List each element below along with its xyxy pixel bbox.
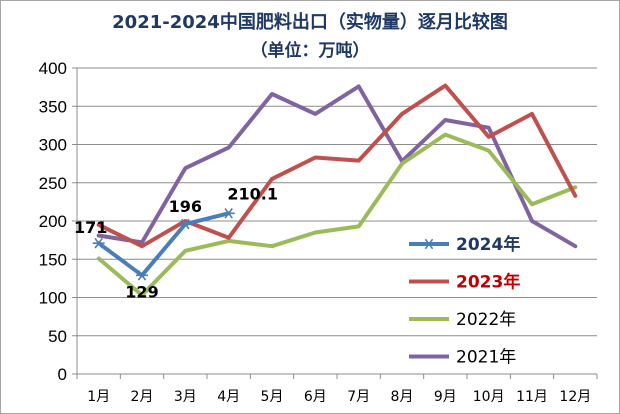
series-line-2023年 bbox=[96, 83, 578, 249]
x-tick-label-8: 8月 bbox=[391, 389, 414, 405]
y-tick-label-300: 300 bbox=[39, 136, 67, 155]
x-tick-label-12: 12月 bbox=[559, 389, 591, 405]
data-point-2024年-1月 bbox=[92, 237, 105, 249]
data-label-2024年-2月: 129 bbox=[125, 282, 158, 301]
legend-marker-stroke-2 bbox=[424, 238, 434, 250]
y-tick-label-50: 50 bbox=[48, 327, 67, 346]
series-line-2024年 bbox=[96, 211, 231, 278]
data-point-2024年-3月 bbox=[179, 218, 192, 230]
asterisk-stroke-2 bbox=[137, 270, 147, 281]
y-tick-label-100: 100 bbox=[39, 289, 67, 308]
y-tick-label-150: 150 bbox=[39, 250, 67, 269]
legend-label-2021年: 2021年 bbox=[456, 348, 516, 368]
legend-label-2022年: 2022年 bbox=[456, 310, 516, 330]
data-point-2024年-4月 bbox=[222, 207, 235, 219]
data-label-2024年-1月: 171 bbox=[74, 218, 107, 237]
x-tick-label-3: 3月 bbox=[174, 389, 197, 405]
y-tick-label-250: 250 bbox=[39, 174, 67, 193]
y-tick-label-400: 400 bbox=[39, 59, 67, 78]
x-tick-label-4: 4月 bbox=[217, 389, 240, 405]
y-tick-label-0: 0 bbox=[58, 365, 67, 384]
asterisk-stroke-2 bbox=[224, 207, 233, 219]
x-tick-label-6: 6月 bbox=[304, 389, 327, 405]
y-tick-label-350: 350 bbox=[39, 97, 67, 116]
x-tick-label-9: 9月 bbox=[434, 389, 457, 405]
series-line-2022年 bbox=[96, 132, 578, 298]
asterisk-stroke-2 bbox=[181, 218, 190, 230]
legend-label-2024年: 2024年 bbox=[456, 234, 520, 255]
y-tick-label-200: 200 bbox=[39, 212, 67, 231]
data-point-2024年-2月 bbox=[136, 270, 148, 281]
series-line-2021年 bbox=[96, 84, 578, 249]
x-tick-label-10: 10月 bbox=[473, 389, 505, 405]
x-tick-label-1: 1月 bbox=[87, 389, 110, 405]
legend-label-2023年: 2023年 bbox=[456, 272, 520, 293]
data-label-2024年-3月: 196 bbox=[169, 197, 202, 216]
data-label-2024年-4月: 210.1 bbox=[227, 184, 278, 203]
x-tick-label-11: 11月 bbox=[516, 389, 548, 405]
asterisk-stroke-2 bbox=[94, 237, 103, 249]
x-tick-label-7: 7月 bbox=[347, 389, 370, 405]
chart-subtitle: （单位：万吨） bbox=[250, 41, 370, 61]
x-tick-label-5: 5月 bbox=[261, 389, 284, 405]
x-tick-label-2: 2月 bbox=[131, 389, 154, 405]
chart-title: 2021-2024中国肥料出口（实物量）逐月比较图 bbox=[112, 12, 508, 33]
